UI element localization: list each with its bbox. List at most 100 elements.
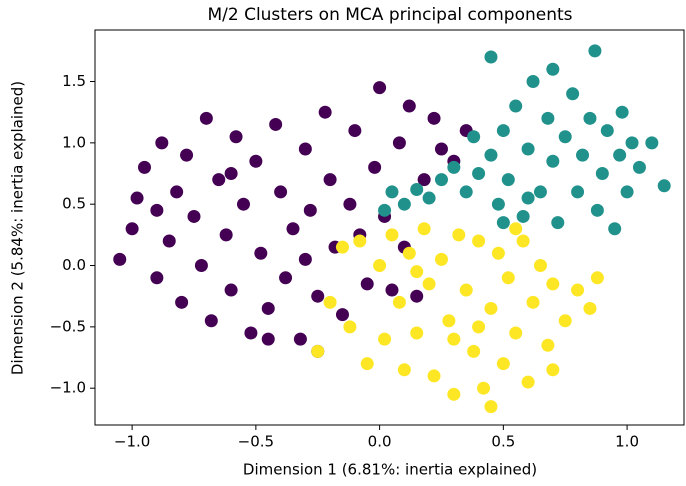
point: [472, 320, 486, 334]
point: [170, 185, 184, 199]
point: [521, 375, 535, 389]
point: [467, 344, 481, 358]
point: [373, 81, 387, 95]
point: [422, 191, 436, 205]
point: [410, 289, 424, 303]
point: [546, 62, 560, 76]
point: [417, 173, 431, 187]
point: [261, 332, 275, 346]
point: [576, 148, 590, 162]
point: [541, 338, 555, 352]
y-tick-label: 1.0: [62, 133, 86, 151]
point: [509, 326, 523, 340]
point: [452, 228, 466, 242]
point: [546, 363, 560, 377]
point: [496, 216, 510, 230]
point: [397, 363, 411, 377]
plot-frame: [94, 29, 685, 426]
point: [447, 160, 461, 174]
point: [343, 320, 357, 334]
point: [410, 265, 424, 279]
point: [249, 154, 263, 168]
point: [385, 228, 399, 242]
point: [551, 216, 565, 230]
point: [484, 148, 498, 162]
x-tick-label: 0.5: [491, 433, 515, 451]
point: [378, 332, 392, 346]
point: [434, 252, 448, 266]
point: [442, 314, 456, 328]
point: [447, 387, 461, 401]
point: [521, 191, 535, 205]
point: [318, 105, 332, 119]
point: [571, 283, 585, 297]
x-tick-label: −1.0: [114, 433, 150, 451]
point: [625, 136, 639, 150]
point: [459, 283, 473, 297]
point: [459, 185, 473, 199]
point: [427, 111, 441, 125]
point: [311, 289, 325, 303]
point: [335, 308, 349, 322]
point: [360, 277, 374, 291]
point: [477, 381, 491, 395]
point: [298, 252, 312, 266]
point: [368, 160, 382, 174]
point: [286, 222, 300, 236]
point: [588, 44, 602, 58]
point: [360, 357, 374, 371]
point: [311, 344, 325, 358]
point: [410, 182, 424, 196]
point: [613, 148, 627, 162]
point: [546, 277, 560, 291]
point: [427, 369, 441, 383]
point: [521, 142, 535, 156]
point: [194, 259, 208, 273]
point: [298, 142, 312, 156]
point: [348, 124, 362, 138]
point: [397, 197, 411, 211]
point: [496, 124, 510, 138]
point: [434, 173, 448, 187]
point: [600, 124, 614, 138]
point: [566, 87, 580, 101]
point: [484, 400, 498, 414]
point: [472, 234, 486, 248]
point: [244, 326, 258, 340]
point: [293, 332, 307, 346]
point: [219, 228, 233, 242]
point: [447, 332, 461, 346]
point: [558, 130, 572, 144]
point: [125, 222, 139, 236]
point: [526, 295, 540, 309]
point: [417, 222, 431, 236]
point: [323, 173, 337, 187]
point: [180, 148, 194, 162]
point: [113, 252, 127, 266]
point: [343, 197, 357, 211]
point: [632, 160, 646, 174]
x-tick-label: 0.0: [368, 433, 392, 451]
point: [590, 203, 604, 217]
point: [130, 191, 144, 205]
point: [526, 75, 540, 89]
point: [402, 246, 416, 260]
point: [484, 301, 498, 315]
point: [541, 111, 555, 125]
point: [385, 185, 399, 199]
point: [269, 117, 283, 131]
point: [484, 50, 498, 64]
chart-title: M/2 Clusters on MCA principal components: [207, 5, 572, 25]
point: [501, 173, 515, 187]
point: [392, 136, 406, 150]
point: [212, 173, 226, 187]
point: [224, 167, 238, 181]
point: [533, 259, 547, 273]
y-axis-label: Dimension 2 (5.84%: inertia explained): [9, 81, 27, 375]
point: [509, 99, 523, 113]
point: [583, 111, 597, 125]
point: [279, 271, 293, 285]
point: [422, 277, 436, 291]
point: [137, 160, 151, 174]
